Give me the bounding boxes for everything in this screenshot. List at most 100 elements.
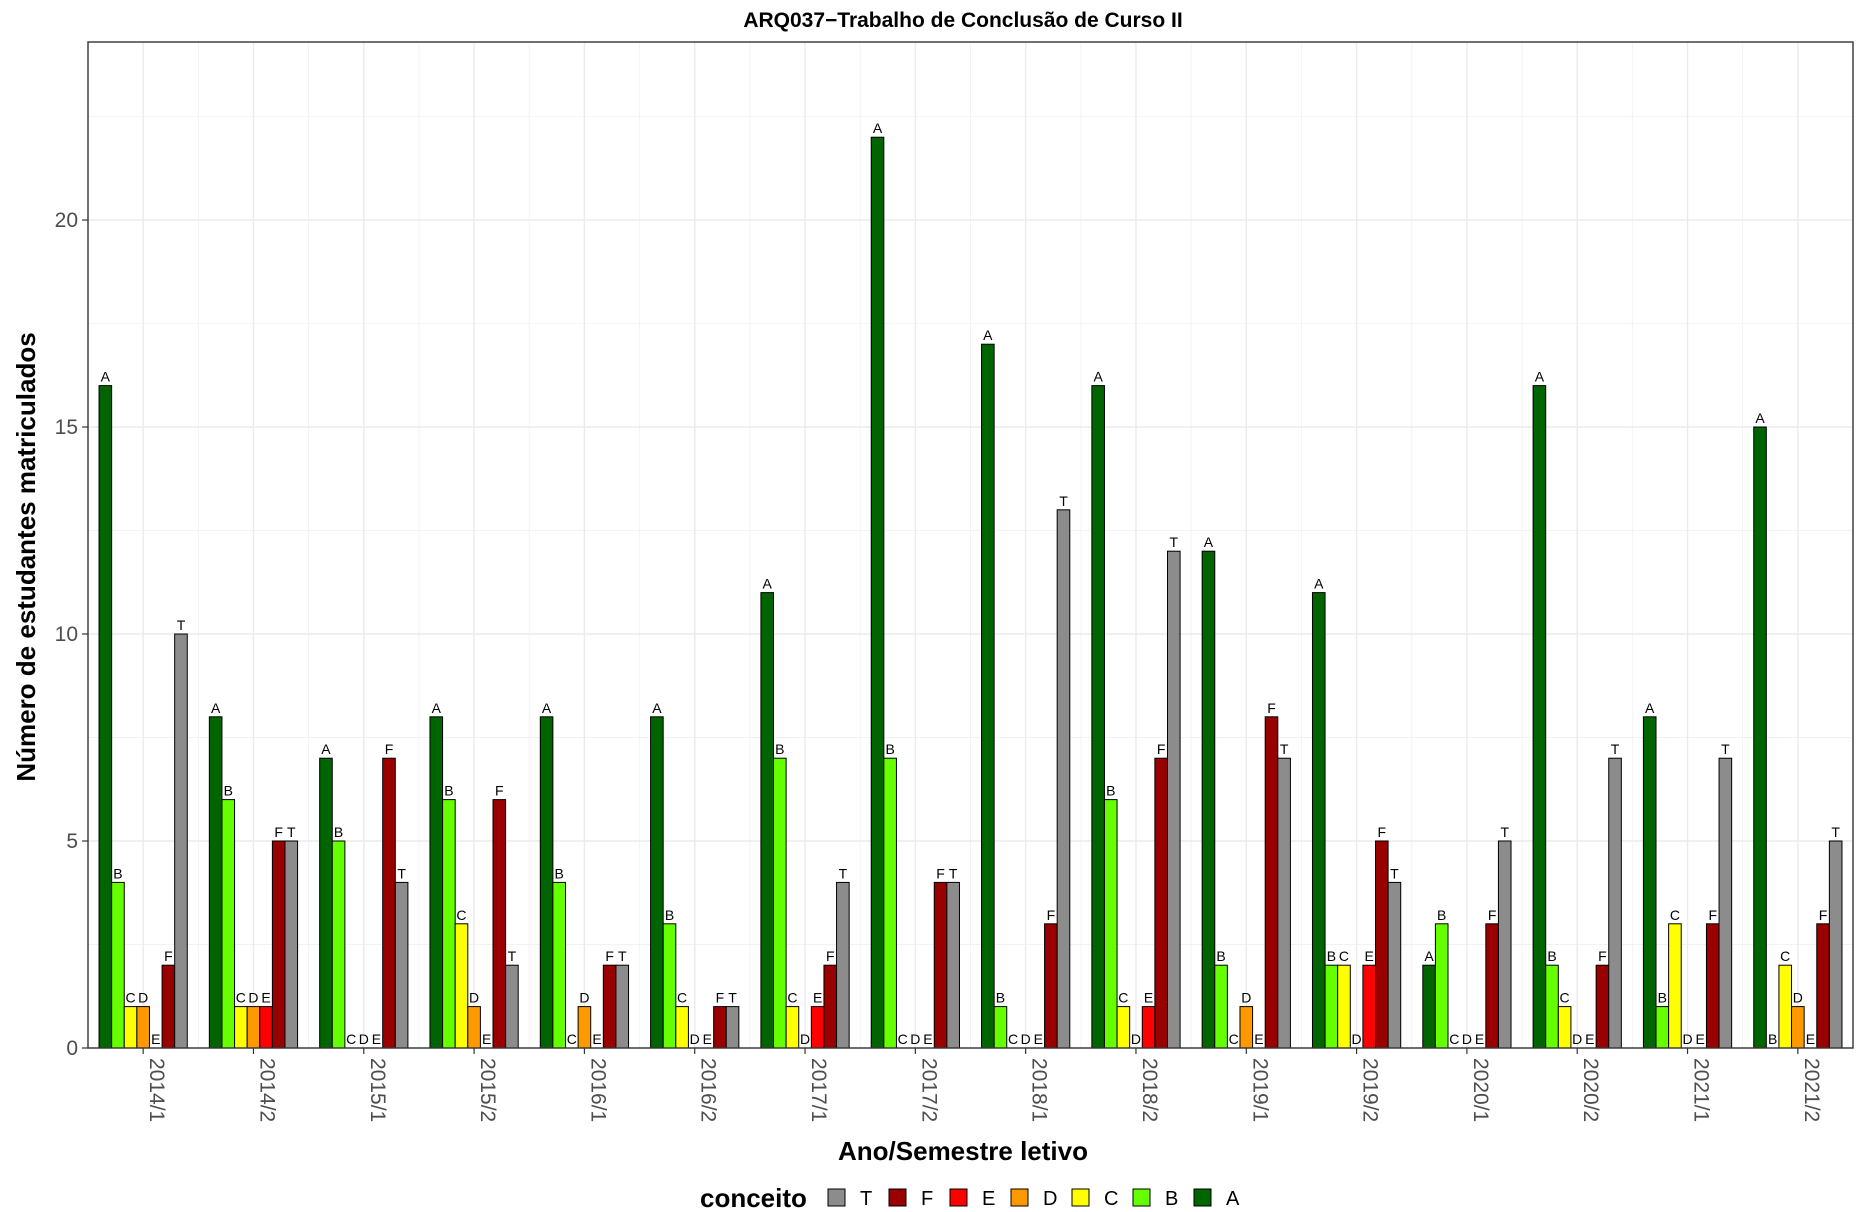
bar-T-2020/2 (1608, 757, 1622, 1049)
bar-D-2014/1 (136, 1006, 150, 1049)
bar-label: F (936, 865, 945, 881)
bar-label: E (1806, 1031, 1815, 1047)
bar-label: C (1449, 1031, 1459, 1047)
bar-F-2016/1 (602, 964, 617, 1049)
legend-key-D (1010, 1188, 1029, 1207)
bar-label: E (923, 1031, 932, 1047)
bar-A-2021/2 (1753, 426, 1767, 1049)
bar-label: E (1695, 1031, 1704, 1047)
bar-label: C (125, 990, 135, 1006)
legend-label-C: C (1104, 1188, 1118, 1210)
bar-A-2014/1 (98, 385, 113, 1049)
y-tick-label: 0 (66, 1037, 78, 1060)
x-tick-label: 2019/2 (1359, 1058, 1382, 1122)
bar-label: F (826, 948, 835, 964)
bar-label: T (397, 865, 406, 881)
bar-label: D (1572, 1031, 1582, 1047)
bar-E-2014/2 (259, 1006, 273, 1049)
bar-label: C (567, 1031, 577, 1047)
bar-label: E (1254, 1031, 1263, 1047)
legend-label-D: D (1043, 1188, 1057, 1210)
bar-label: E (372, 1031, 381, 1047)
bar-F-2019/1 (1264, 716, 1279, 1049)
bar-label: C (1229, 1031, 1239, 1047)
bar-B-2014/2 (221, 799, 236, 1049)
bar-T-2021/1 (1718, 757, 1733, 1049)
bar-label: D (800, 1031, 810, 1047)
bar-C-2017/1 (785, 1006, 800, 1049)
bar-F-2018/1 (1044, 923, 1058, 1049)
bar-B-2016/1 (552, 881, 566, 1049)
legend-key-B (1132, 1188, 1151, 1207)
x-tick-label: 2014/2 (255, 1058, 278, 1122)
bar-label: E (1475, 1031, 1484, 1047)
bar-label: B (1106, 783, 1115, 799)
bar-B-2019/1 (1214, 964, 1228, 1049)
bar-label: C (1670, 907, 1680, 923)
bar-label: A (1093, 369, 1103, 385)
bar-A-2020/1 (1422, 964, 1436, 1049)
bar-A-2021/1 (1642, 716, 1657, 1049)
bar-label: A (1755, 410, 1765, 426)
bar-label: E (703, 1031, 712, 1047)
bar-F-2014/1 (161, 964, 176, 1049)
legend: conceito T F E D C B A (700, 1183, 1240, 1212)
bar-E-2019/2 (1362, 964, 1377, 1049)
bar-label: D (1241, 990, 1251, 1006)
bar-label: T (1611, 741, 1620, 757)
bar-label: B (1216, 948, 1225, 964)
bar-T-2019/1 (1277, 757, 1291, 1049)
bar-label: A (1535, 369, 1545, 385)
bar-label: E (1144, 990, 1153, 1006)
bar-label: T (839, 865, 848, 881)
bar-label: B (1768, 1031, 1777, 1047)
bar-label: D (1793, 990, 1803, 1006)
bar-label: F (1267, 700, 1276, 716)
bar-label: F (605, 948, 614, 964)
bar-label: A (101, 369, 111, 385)
x-tick-label: 2015/2 (476, 1058, 499, 1122)
bar-B-2018/2 (1103, 799, 1118, 1049)
bar-label: D (1462, 1031, 1472, 1047)
bar-label: A (542, 700, 552, 716)
bar-T-2015/2 (505, 964, 519, 1049)
bar-D-2015/2 (467, 1006, 481, 1049)
x-tick-label: 2020/2 (1579, 1058, 1602, 1122)
bar-C-2021/2 (1778, 964, 1793, 1049)
bar-label: D (469, 990, 479, 1006)
bar-C-2019/2 (1337, 964, 1351, 1049)
bar-label: F (1708, 907, 1717, 923)
bar-A-2014/2 (208, 716, 223, 1049)
bar-label: B (1437, 907, 1446, 923)
bar-label: C (1780, 948, 1790, 964)
bar-label: D (359, 1031, 369, 1047)
bar-C-2016/2 (675, 1006, 689, 1049)
bar-label: B (1547, 948, 1556, 964)
grid-layer (88, 42, 1853, 1049)
bar-label: C (346, 1031, 356, 1047)
x-tick-label: 2017/1 (807, 1058, 830, 1122)
bar-label: E (151, 1031, 160, 1047)
bar-label: T (508, 948, 517, 964)
bar-A-2019/1 (1201, 550, 1216, 1049)
bar-label: B (996, 990, 1005, 1006)
bar-label: F (495, 783, 504, 799)
bar-label: B (1327, 948, 1336, 964)
y-tick-label: 20 (55, 209, 78, 232)
bar-label: F (164, 948, 173, 964)
bar-label: C (1560, 990, 1570, 1006)
plot-border (87, 41, 1854, 1049)
bar-label: D (1682, 1031, 1692, 1047)
bar-label: B (1658, 990, 1667, 1006)
bar-label: T (728, 990, 737, 1006)
bar-D-2014/2 (246, 1006, 261, 1049)
bar-label: C (1118, 990, 1128, 1006)
bar-label: F (1598, 948, 1607, 964)
legend-label-B: B (1165, 1188, 1178, 1210)
bar-label: C (787, 990, 797, 1006)
bar-label: E (1585, 1031, 1594, 1047)
bar-label: T (1280, 741, 1289, 757)
bar-B-2019/2 (1324, 964, 1339, 1049)
bar-label: T (949, 865, 958, 881)
